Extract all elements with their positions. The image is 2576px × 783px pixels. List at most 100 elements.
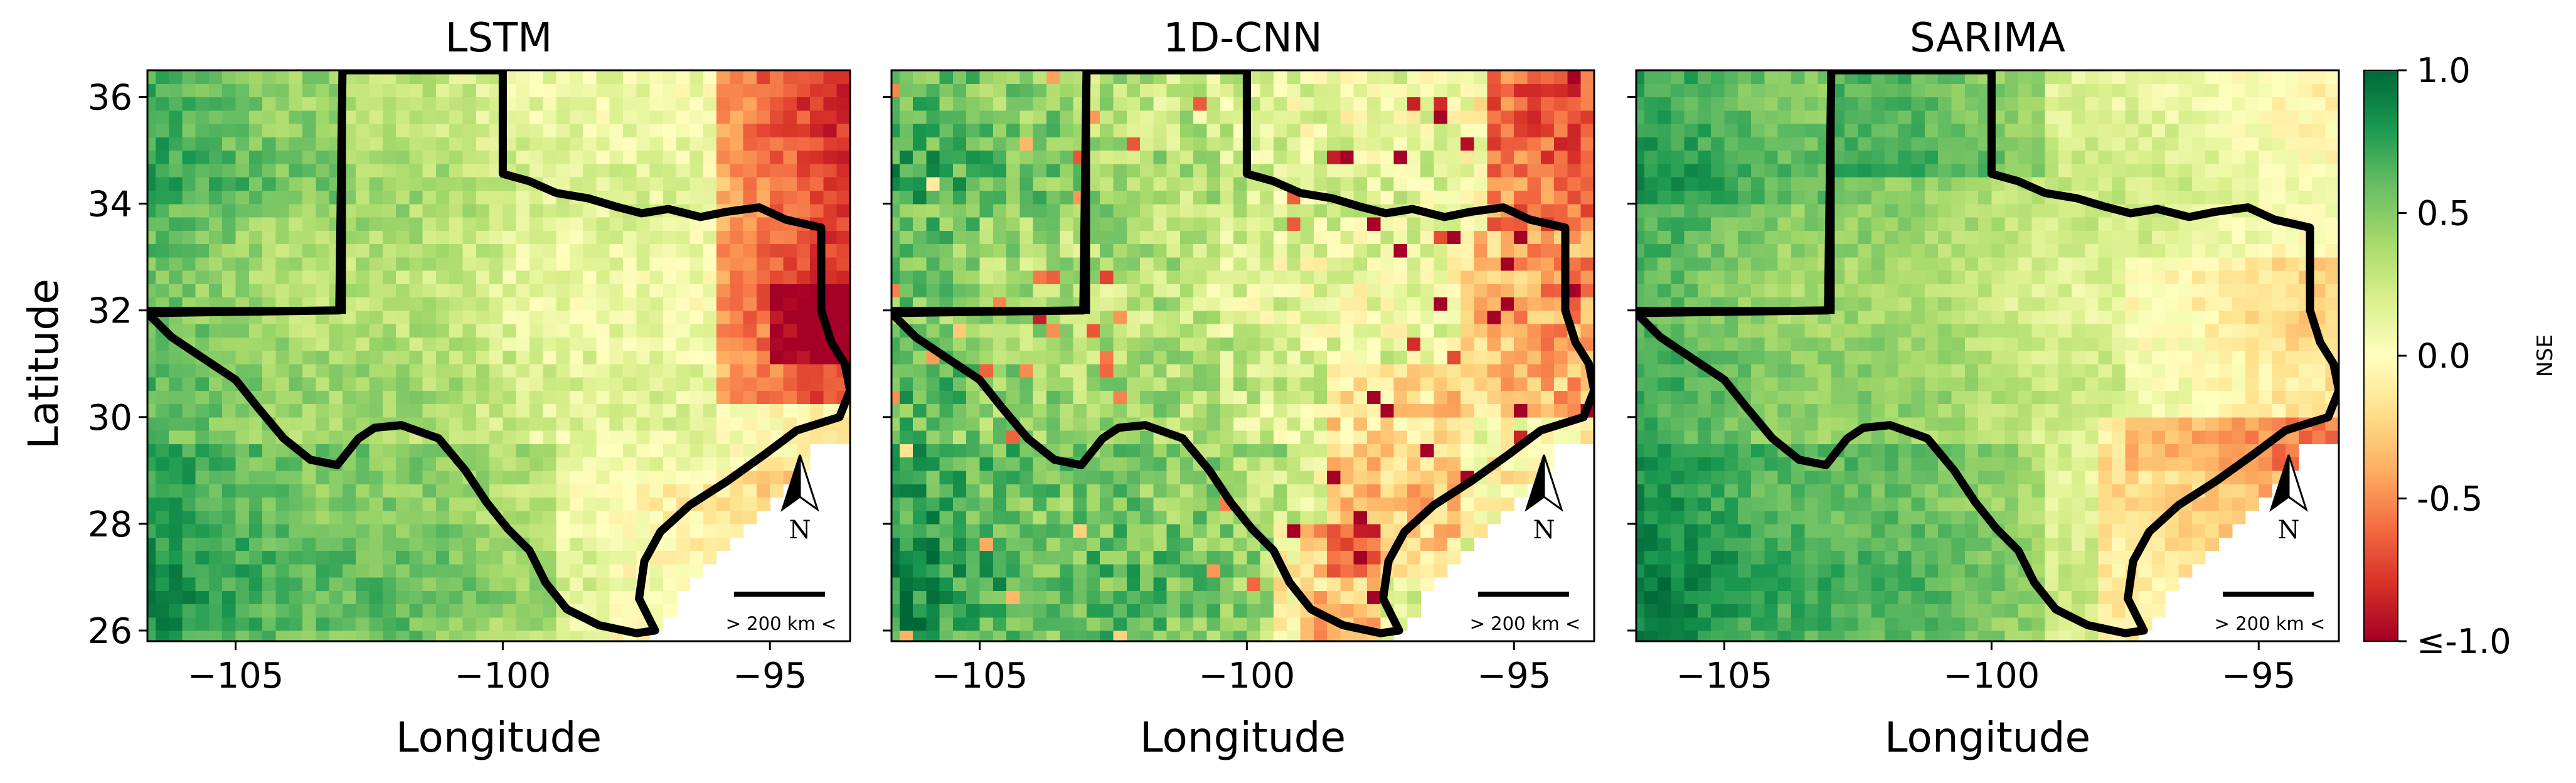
- grid-cell: [1554, 390, 1568, 404]
- grid-cell: [1207, 270, 1221, 284]
- grid-cell: [837, 110, 851, 124]
- grid-cell: [275, 110, 289, 124]
- grid-cell: [275, 511, 289, 525]
- grid-cell: [1220, 243, 1234, 257]
- grid-cell: [1073, 324, 1087, 338]
- grid-cell: [543, 97, 556, 111]
- grid-cell: [757, 390, 770, 404]
- grid-cell: [489, 484, 503, 498]
- grid-cell: [1006, 324, 1020, 338]
- grid-cell: [1220, 377, 1234, 391]
- grid-cell: [623, 537, 637, 551]
- grid-cell: [1514, 270, 1528, 284]
- grid-cell: [1260, 577, 1274, 591]
- grid-cell: [182, 97, 196, 111]
- grid-cell: [1220, 631, 1234, 644]
- grid-cell: [1644, 177, 1658, 191]
- grid-cell: [209, 537, 223, 551]
- grid-cell: [1127, 284, 1141, 297]
- grid-cell: [1140, 497, 1154, 511]
- grid-cell: [1420, 177, 1434, 191]
- grid-cell: [730, 151, 743, 164]
- grid-cell: [1380, 177, 1394, 191]
- grid-cell: [1420, 110, 1434, 124]
- grid-cell: [463, 297, 477, 311]
- grid-cell: [436, 204, 450, 218]
- grid-cell: [1180, 524, 1194, 538]
- grid-cell: [1193, 217, 1207, 231]
- grid-cell: [449, 230, 463, 244]
- grid-cell: [423, 190, 437, 204]
- grid-cell: [1167, 524, 1181, 538]
- grid-cell: [1301, 311, 1314, 324]
- grid-cell: [1698, 537, 1711, 551]
- grid-cell: [516, 631, 530, 644]
- grid-cell: [1764, 137, 1778, 151]
- grid-cell: [1220, 417, 1234, 431]
- grid-cell: [236, 270, 250, 284]
- grid-cell: [1060, 243, 1073, 257]
- grid-cell: [1447, 324, 1461, 338]
- grid-cell: [913, 631, 927, 644]
- grid-cell: [1301, 351, 1314, 365]
- grid-cell: [1711, 70, 1725, 84]
- grid-cell: [1501, 284, 1514, 297]
- grid-cell: [1127, 457, 1141, 471]
- grid-cell: [516, 83, 530, 97]
- grid-cell: [1791, 243, 1805, 257]
- grid-cell: [1407, 497, 1421, 511]
- grid-cell: [463, 230, 477, 244]
- grid-cell: [383, 631, 397, 644]
- grid-cell: [1260, 351, 1274, 365]
- grid-cell: [1314, 311, 1328, 324]
- grid-cell: [343, 617, 356, 631]
- grid-cell: [1394, 297, 1408, 311]
- grid-cell: [1180, 83, 1194, 97]
- grid-cell: [289, 417, 303, 431]
- x-tick-label: −95: [1477, 656, 1551, 696]
- grid-cell: [370, 177, 383, 191]
- grid-cell: [1260, 204, 1274, 218]
- grid-cell: [1140, 471, 1154, 484]
- grid-cell: [182, 324, 196, 338]
- grid-cell: [784, 444, 797, 457]
- grid-cell: [1474, 297, 1488, 311]
- grid-cell: [1019, 550, 1033, 564]
- grid-cell: [966, 564, 980, 578]
- grid-cell: [1791, 377, 1805, 391]
- grid-cell: [1354, 243, 1368, 257]
- grid-cell: [236, 337, 250, 351]
- grid-cell: [636, 364, 650, 378]
- grid-cell: [993, 97, 1007, 111]
- grid-cell: [1327, 297, 1341, 311]
- grid-cell: [1791, 484, 1805, 498]
- grid-cell: [1260, 311, 1274, 324]
- grid-cell: [556, 337, 570, 351]
- grid-cell: [196, 444, 210, 457]
- grid-cell: [1367, 164, 1381, 178]
- grid-cell: [650, 351, 664, 365]
- grid-cell: [980, 230, 994, 244]
- grid-cell: [556, 297, 570, 311]
- grid-cell: [1394, 284, 1408, 297]
- grid-cell: [1738, 590, 1752, 604]
- grid-cell: [1193, 83, 1207, 97]
- grid-cell: [169, 243, 183, 257]
- grid-cell: [1434, 444, 1448, 457]
- grid-cell: [1193, 190, 1207, 204]
- grid-cell: [1287, 617, 1301, 631]
- grid-cell: [757, 230, 770, 244]
- grid-cell: [476, 430, 490, 444]
- grid-cell: [810, 177, 824, 191]
- grid-cell: [1087, 377, 1100, 391]
- grid-cell: [596, 631, 610, 644]
- grid-cell: [196, 471, 210, 484]
- grid-cell: [636, 70, 650, 84]
- grid-cell: [1046, 97, 1060, 111]
- grid-cell: [1764, 484, 1778, 498]
- grid-cell: [1711, 190, 1725, 204]
- grid-cell: [926, 243, 940, 257]
- grid-cell: [463, 257, 477, 271]
- grid-cell: [1193, 404, 1207, 418]
- grid-cell: [1207, 97, 1221, 111]
